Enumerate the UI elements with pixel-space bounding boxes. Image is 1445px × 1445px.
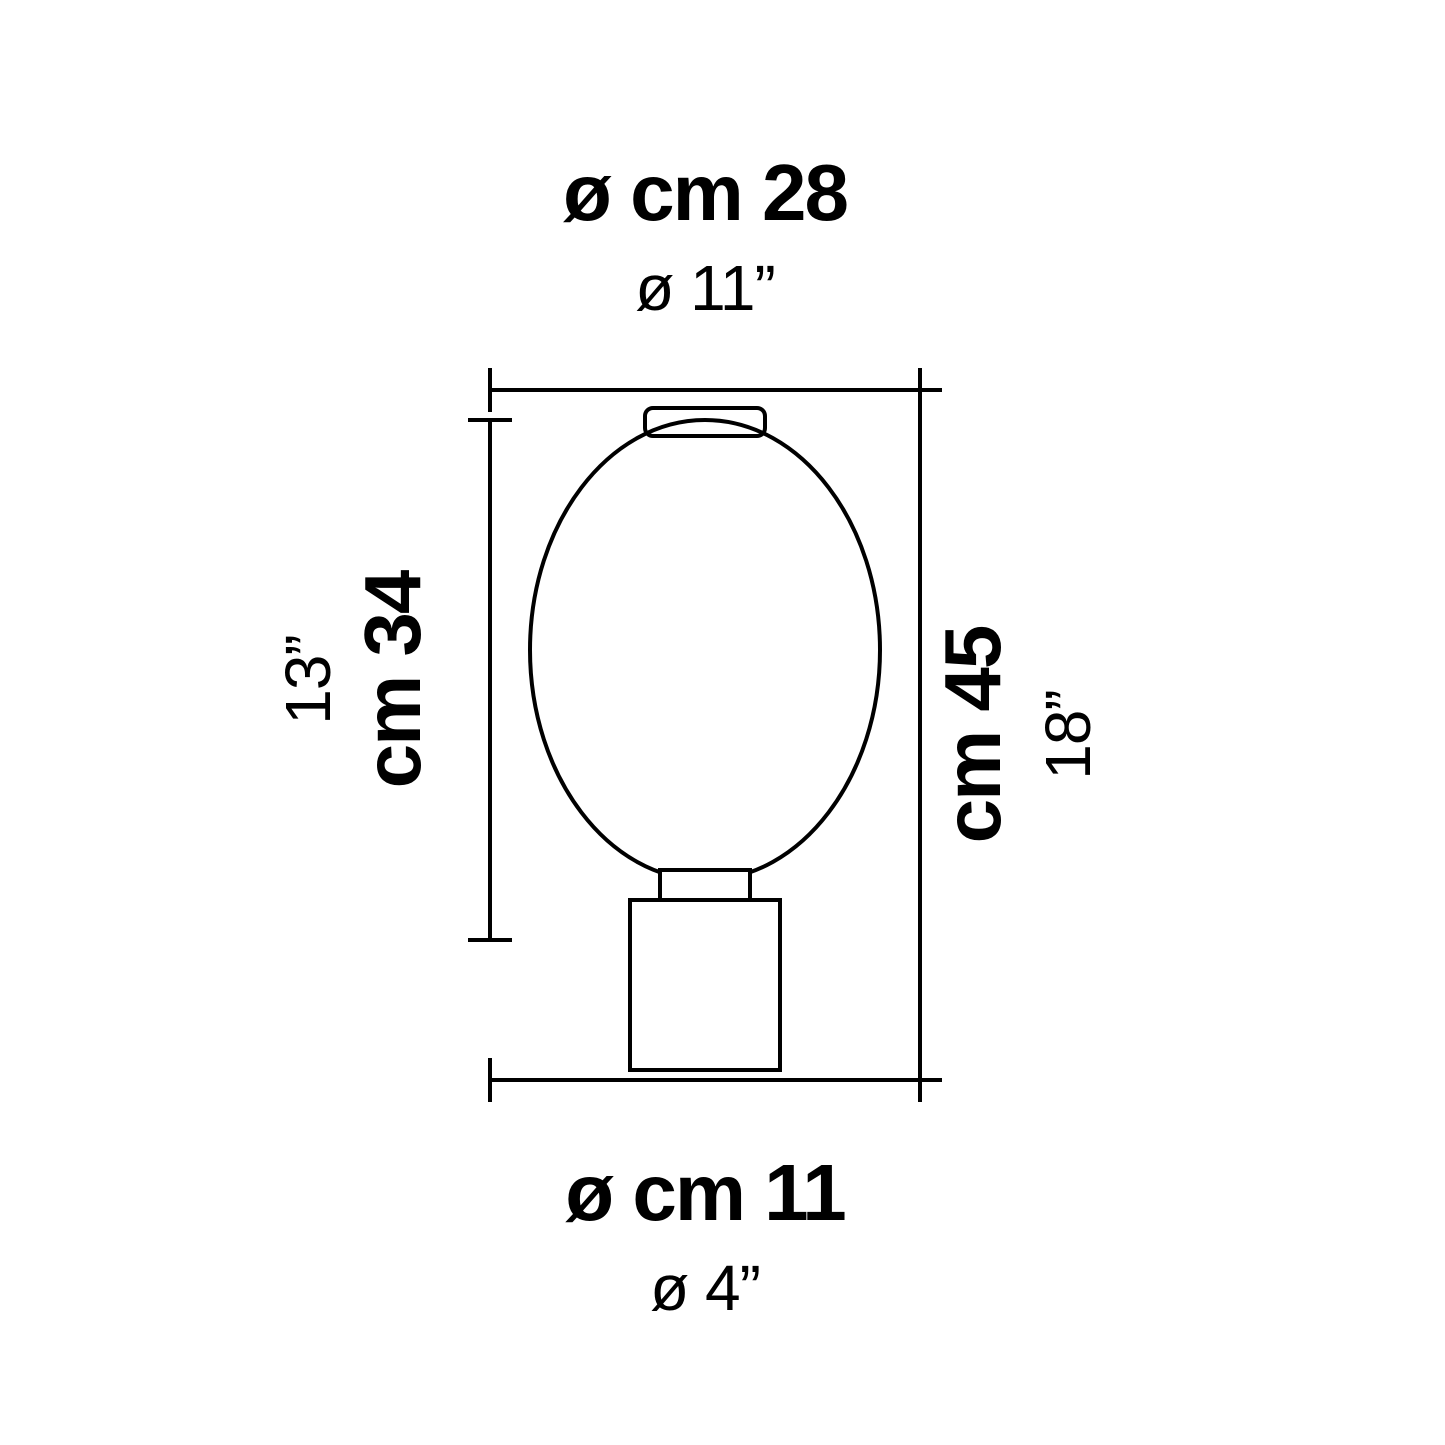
lamp-outline xyxy=(530,408,880,1070)
label-left-height-in: 13” xyxy=(272,635,344,725)
label-right-height-in: 18” xyxy=(1032,690,1104,780)
dimension-lines xyxy=(468,368,942,1102)
dimension-diagram: ø cm 28 ø 11” ø cm 11 ø 4” cm 3413” cm 4518” xyxy=(0,0,1445,1445)
label-bottom-diameter-cm: ø cm 11 xyxy=(565,1148,845,1237)
label-left-height-cm: cm 34 xyxy=(348,569,437,788)
dimension-labels: ø cm 28 ø 11” ø cm 11 ø 4” cm 3413” cm 4518” xyxy=(272,148,1104,1324)
label-top-diameter-in: ø 11” xyxy=(635,252,775,324)
lamp-neck xyxy=(660,870,750,900)
label-bottom-diameter-in: ø 4” xyxy=(650,1252,760,1324)
label-top-diameter-cm: ø cm 28 xyxy=(563,148,847,237)
label-right-height-cm: cm 45 xyxy=(928,626,1017,843)
lamp-shade xyxy=(530,420,880,880)
lamp-base xyxy=(630,900,780,1070)
